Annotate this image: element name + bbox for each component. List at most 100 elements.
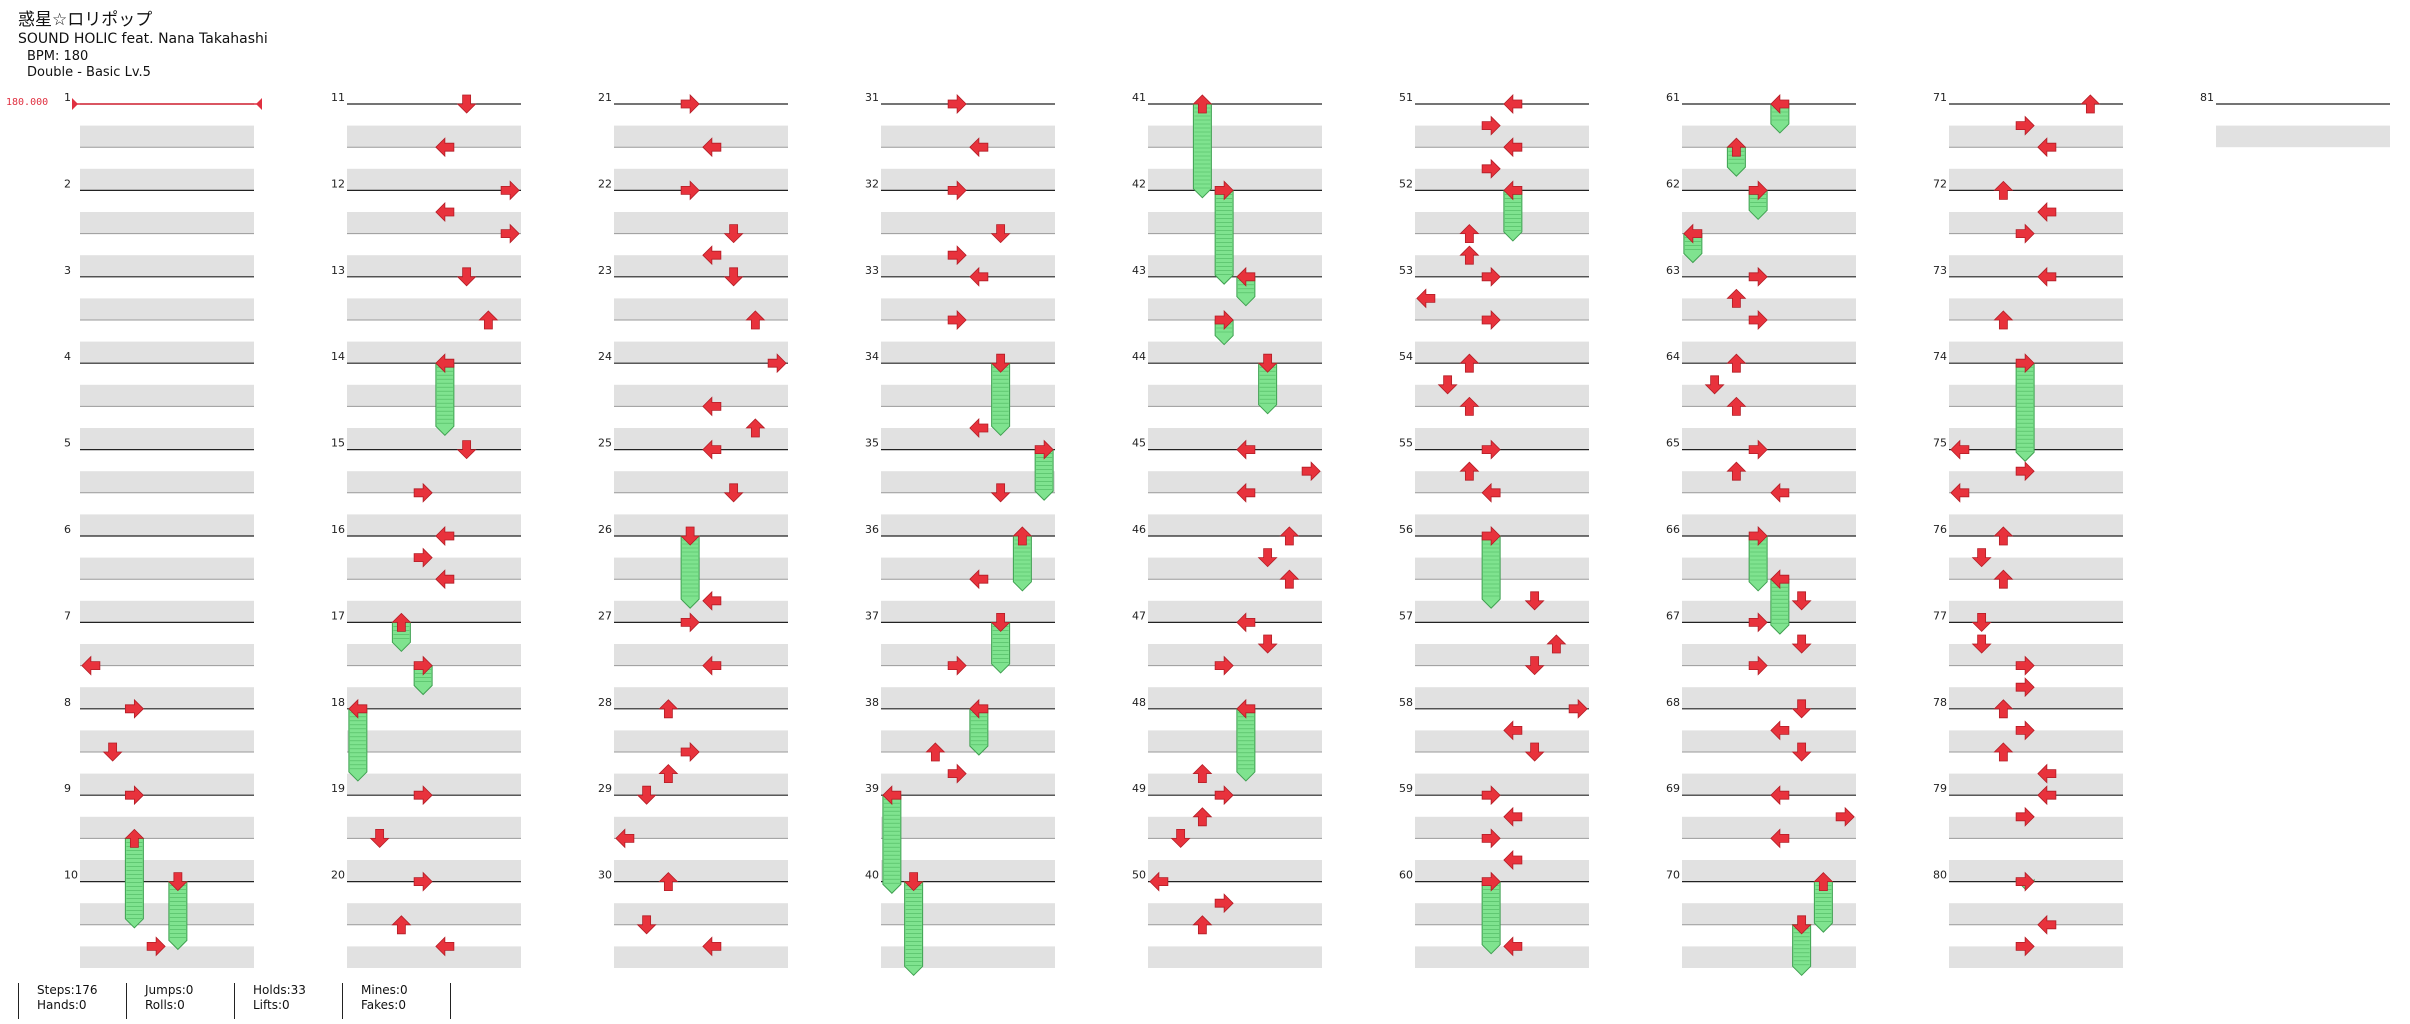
beat-band — [614, 341, 788, 364]
arrow-note — [1950, 439, 1970, 460]
beat-band — [614, 644, 788, 666]
arrow-note — [1503, 94, 1523, 114]
beat-band — [614, 946, 788, 968]
arrow-note — [636, 915, 657, 935]
arrow-note — [702, 439, 722, 460]
arrow-note — [1993, 180, 2014, 200]
arrow-note — [702, 590, 722, 611]
measure-number: 59 — [1399, 782, 1413, 795]
arrow-note — [2015, 223, 2035, 244]
measure-number: 12 — [331, 177, 345, 190]
beat-band — [347, 644, 521, 666]
arrow-note — [1770, 785, 1790, 806]
beat-band — [1949, 125, 2123, 148]
stat-column: Holds:33 Lifts:0 — [234, 983, 306, 1019]
stat-value: Jumps:0 — [145, 983, 194, 997]
arrow-note — [658, 872, 679, 891]
measure-number: 47 — [1132, 609, 1146, 622]
beat-band — [1949, 687, 2123, 709]
beat-band — [881, 816, 1055, 839]
measure-number: 65 — [1666, 437, 1680, 450]
arrow-note — [1214, 655, 1234, 676]
arrow-note — [146, 936, 166, 957]
beat-band — [881, 600, 1055, 623]
arrow-note — [1993, 310, 2014, 330]
arrow-note — [1279, 526, 1300, 546]
arrow-note — [1503, 720, 1523, 741]
arrow-note — [1236, 482, 1256, 503]
arrow-note — [435, 569, 455, 590]
hold-body — [904, 881, 924, 977]
arrow-note — [167, 872, 188, 892]
arrow-note — [2015, 115, 2035, 136]
arrow-note — [702, 396, 722, 417]
beat-band — [1682, 644, 1856, 666]
measure-number: 64 — [1666, 350, 1680, 363]
arrow-note — [745, 310, 766, 330]
beat-band — [1949, 212, 2123, 234]
measure-number: 61 — [1666, 91, 1680, 104]
beat-band — [1148, 687, 1322, 709]
measure-number: 58 — [1399, 696, 1413, 709]
arrow-note — [658, 699, 679, 719]
arrow-note — [1748, 439, 1768, 460]
arrow-note — [1481, 526, 1501, 546]
measure-number: 18 — [331, 696, 345, 709]
beat-band — [881, 730, 1055, 752]
beat-band — [347, 773, 521, 796]
arrow-note — [990, 353, 1011, 373]
measure-number: 23 — [598, 264, 612, 277]
beat-band — [1682, 816, 1856, 839]
beat-band — [80, 341, 254, 364]
beat-band — [1415, 557, 1589, 580]
arrow-note — [990, 483, 1011, 503]
beat-band — [1148, 903, 1322, 925]
beat-band — [1682, 687, 1856, 709]
arrow-note — [2037, 785, 2057, 806]
arrow-note — [680, 742, 700, 762]
arrow-note — [680, 180, 700, 201]
arrow-note — [2015, 806, 2035, 827]
arrow-note — [1770, 828, 1790, 849]
arrow-note — [124, 698, 144, 719]
beat-band — [1148, 773, 1322, 796]
arrow-note — [1459, 396, 1480, 416]
arrow-note — [1546, 634, 1567, 654]
arrow-note — [947, 763, 967, 784]
measure-number: 80 — [1933, 869, 1947, 882]
measure-number: 22 — [598, 177, 612, 190]
beat-band — [1949, 298, 2123, 320]
beat-band — [347, 557, 521, 580]
bpm-change-label: 180.000 — [6, 97, 49, 108]
arrow-note — [413, 547, 433, 568]
arrow-note — [435, 526, 455, 546]
arrow-note — [1257, 548, 1278, 568]
arrow-note — [435, 353, 455, 374]
beat-band — [1682, 384, 1856, 407]
arrow-note — [456, 267, 477, 287]
beat-band — [614, 298, 788, 320]
beat-band — [1415, 384, 1589, 407]
arrow-note — [723, 224, 744, 244]
arrow-note — [1503, 180, 1523, 201]
arrow-note — [1524, 591, 1545, 611]
beat-band — [1949, 168, 2123, 191]
beat-band — [881, 514, 1055, 536]
arrow-note — [1503, 936, 1523, 957]
beat-band — [1148, 168, 1322, 191]
arrow-note — [1034, 439, 1054, 460]
arrow-note — [102, 742, 123, 762]
arrow-note — [1170, 829, 1191, 848]
arrow-note — [947, 310, 967, 330]
measure-number: 11 — [331, 91, 345, 104]
arrow-note — [1748, 655, 1768, 676]
arrow-note — [990, 224, 1011, 244]
beat-band — [1949, 644, 2123, 666]
arrow-note — [947, 245, 967, 266]
arrow-note — [435, 137, 455, 158]
measure-number: 21 — [598, 91, 612, 104]
arrow-note — [1770, 94, 1790, 114]
arrow-note — [1503, 806, 1523, 827]
beat-band — [347, 428, 521, 450]
hold-body — [1214, 189, 1234, 285]
